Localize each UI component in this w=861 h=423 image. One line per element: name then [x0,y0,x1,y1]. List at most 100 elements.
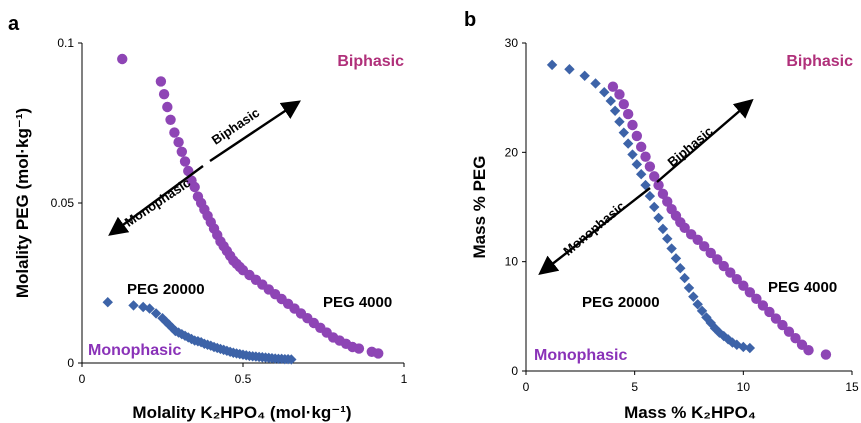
arrow-label-monophasic: Monophasic [560,198,628,258]
y-axis-title: Mass % PEG [470,156,489,259]
data-point-circle [622,108,634,120]
data-point-diamond [286,354,297,365]
arrow-to-monophasic [108,165,204,236]
data-point-circle [176,146,188,157]
data-point-diamond [675,263,686,274]
data-point-diamond [102,297,113,308]
data-point-circle [607,81,619,92]
series-peg-20000 [546,59,756,354]
panel-a: a 0 0.05 0.1 0 0.5 1 Molality PEG (mol·kg⁻¹) Mol… [8,13,408,422]
data-point-circle [744,287,756,298]
data-point-diamond [692,299,703,310]
data-point-circle [738,280,749,291]
x-tick-label: 5 [631,380,638,394]
x-tick-label: 0 [523,380,530,394]
series-peg-20000 [102,297,297,365]
data-point-diamond [579,70,590,81]
y-tick-label: 0.1 [57,36,74,50]
data-point-circle [162,101,173,113]
y-axis-title: Molality PEG (mol·kg⁻¹) [13,108,32,298]
data-point-diamond [738,341,749,353]
data-point-diamond [670,253,682,264]
data-point-diamond [631,159,643,170]
data-point-circle [712,254,723,265]
data-point-diamond [618,127,629,138]
curve-label-peg4000: PEG 4000 [323,294,392,311]
data-point-circle [173,137,184,148]
arrow-to-biphasic [656,98,754,183]
data-point-circle [179,156,191,167]
data-point-circle [705,247,716,259]
data-point-diamond [744,342,756,354]
data-point-diamond [640,179,651,191]
x-tick-label: 0.5 [235,372,252,386]
data-point-diamond [609,105,621,116]
data-point-circle [790,333,801,344]
series-peg-4000 [117,53,384,359]
data-point-circle [189,181,200,193]
data-point-diamond [622,138,634,149]
data-point-diamond [666,243,677,254]
region-label-biphasic: Biphasic [337,53,404,70]
data-point-diamond [150,308,162,319]
data-point-diamond [635,169,647,180]
data-point-diamond [709,323,721,334]
data-point-circle [731,273,743,285]
data-point-circle [657,188,669,200]
curve-label-peg20000: PEG 20000 [127,281,205,298]
data-point-circle [764,306,775,318]
panel-letter: a [8,13,20,35]
data-point-diamond [564,64,575,75]
panel-letter: b [464,9,476,31]
data-point-circle [757,300,769,311]
y-tick-label: 20 [505,145,519,159]
data-point-circle [640,151,651,162]
data-point-circle [803,345,814,356]
curve-label-peg4000: PEG 4000 [768,279,837,296]
curve-label-peg20000: PEG 20000 [582,294,660,311]
arrow-label-biphasic: Biphasic [665,123,716,169]
data-point-circle [117,53,128,65]
data-point-circle [158,89,170,100]
data-point-circle [155,76,167,87]
data-point-circle [699,241,710,252]
data-point-diamond [599,87,610,98]
arrow-to-biphasic [209,100,301,162]
data-point-diamond [701,312,712,323]
data-point-circle [614,89,625,100]
region-label-monophasic: Monophasic [88,342,181,359]
arrow-label-biphasic: Biphasic [209,105,262,148]
data-point-circle [770,313,782,324]
y-tick-label: 0 [511,364,518,378]
region-label-monophasic: Monophasic [534,347,627,364]
data-point-diamond [160,316,171,327]
data-point-diamond [696,305,708,317]
data-point-diamond [705,317,716,329]
data-point-circle [777,319,788,331]
data-point-circle [373,348,384,359]
data-point-circle [783,326,795,337]
data-point-diamond [662,233,673,244]
arrow-to-monophasic [538,187,651,275]
data-point-diamond [649,201,660,213]
y-tick-label: 30 [505,36,519,50]
panel-b: b 0 10 20 30 0 5 10 15 Mass % PEG Mass % K₂HPO₄ PEG… [464,9,859,422]
data-point-circle [725,267,736,278]
data-point-diamond [688,291,699,302]
data-point-circle [718,260,729,272]
data-point-diamond [679,272,690,284]
data-point-circle [692,234,703,245]
data-point-circle [644,161,656,172]
data-point-diamond [144,303,155,314]
data-point-diamond [605,95,616,107]
data-point-diamond [627,149,638,160]
arrow-label-monophasic: Monophasic [122,175,193,230]
x-axis-title: Molality K₂HPO₄ (mol·kg⁻¹) [132,403,351,422]
series-peg-4000 [607,81,832,360]
y-tick-label: 10 [505,255,519,269]
region-label-biphasic: Biphasic [786,53,853,70]
data-point-diamond [683,282,695,294]
data-point-circle [618,99,629,110]
data-point-diamond [644,190,656,202]
